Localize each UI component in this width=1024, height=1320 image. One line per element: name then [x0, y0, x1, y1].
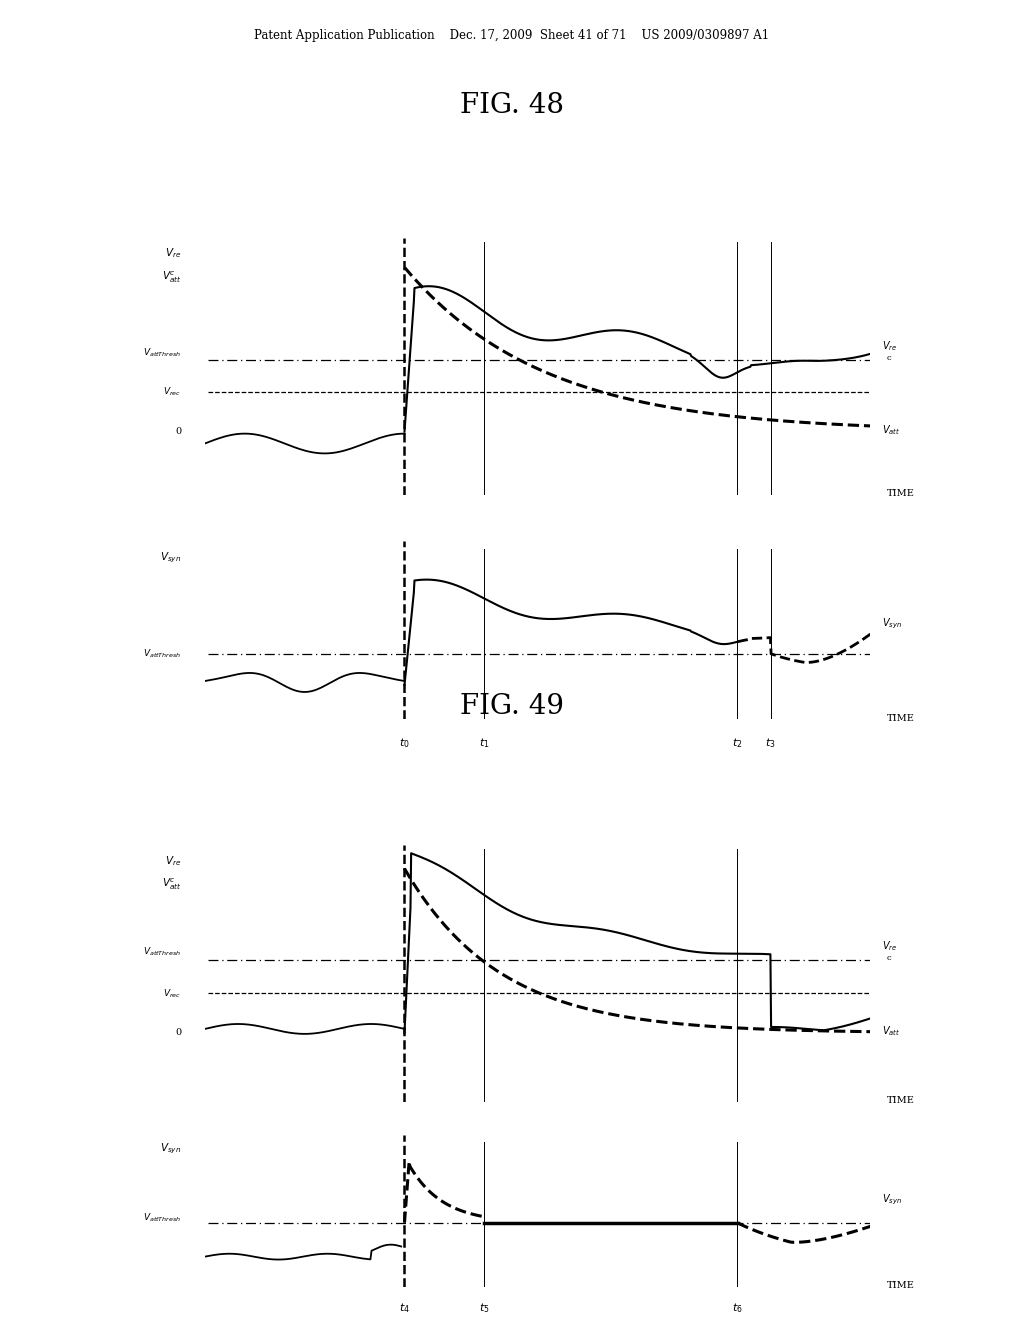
Text: $V_{re}$: $V_{re}$: [883, 939, 898, 953]
Text: $V_{attThresh}$: $V_{attThresh}$: [143, 346, 181, 359]
Text: $V_{attThresh}$: $V_{attThresh}$: [143, 945, 181, 958]
Text: c: c: [887, 354, 892, 363]
Text: TIME: TIME: [887, 1282, 914, 1291]
Text: $t_6$: $t_6$: [732, 1302, 742, 1315]
Text: $t_5$: $t_5$: [479, 1302, 489, 1315]
Text: $V_{attThresh}$: $V_{attThresh}$: [143, 647, 181, 660]
Text: $V_{syn}$: $V_{syn}$: [883, 1192, 902, 1206]
Text: $t_2$: $t_2$: [732, 735, 742, 750]
Text: $V_{re}$: $V_{re}$: [165, 247, 181, 260]
Text: Patent Application Publication    Dec. 17, 2009  Sheet 41 of 71    US 2009/03098: Patent Application Publication Dec. 17, …: [254, 29, 770, 42]
Text: TIME: TIME: [887, 488, 914, 498]
Text: $V_{syn}$: $V_{syn}$: [160, 550, 181, 565]
Text: $t_4$: $t_4$: [399, 1302, 410, 1315]
Text: $V_{re}$: $V_{re}$: [165, 854, 181, 867]
Text: c: c: [887, 953, 892, 962]
Text: $t_3$: $t_3$: [765, 735, 776, 750]
Text: $V_{att}^{c}$: $V_{att}^{c}$: [162, 269, 181, 285]
Text: $V_{syn}$: $V_{syn}$: [883, 616, 902, 631]
Text: $V_{attThresh}$: $V_{attThresh}$: [143, 1212, 181, 1225]
Text: TIME: TIME: [887, 1096, 914, 1105]
Text: TIME: TIME: [887, 714, 914, 722]
Text: FIG. 49: FIG. 49: [460, 693, 564, 719]
Text: $V_{att}$: $V_{att}$: [883, 1024, 901, 1038]
Text: $V_{rec}$: $V_{rec}$: [164, 987, 181, 999]
Text: $V_{rec}$: $V_{rec}$: [164, 385, 181, 399]
Text: $V_{syn}$: $V_{syn}$: [160, 1142, 181, 1156]
Text: 0: 0: [175, 428, 181, 436]
Text: 0: 0: [175, 1028, 181, 1038]
Text: FIG. 48: FIG. 48: [460, 92, 564, 119]
Text: $t_1$: $t_1$: [479, 735, 489, 750]
Text: $V_{re}$: $V_{re}$: [883, 339, 898, 354]
Text: $t_0$: $t_0$: [399, 735, 410, 750]
Text: $V_{att}$: $V_{att}$: [883, 422, 901, 437]
Text: $V_{att}^{c}$: $V_{att}^{c}$: [162, 876, 181, 892]
